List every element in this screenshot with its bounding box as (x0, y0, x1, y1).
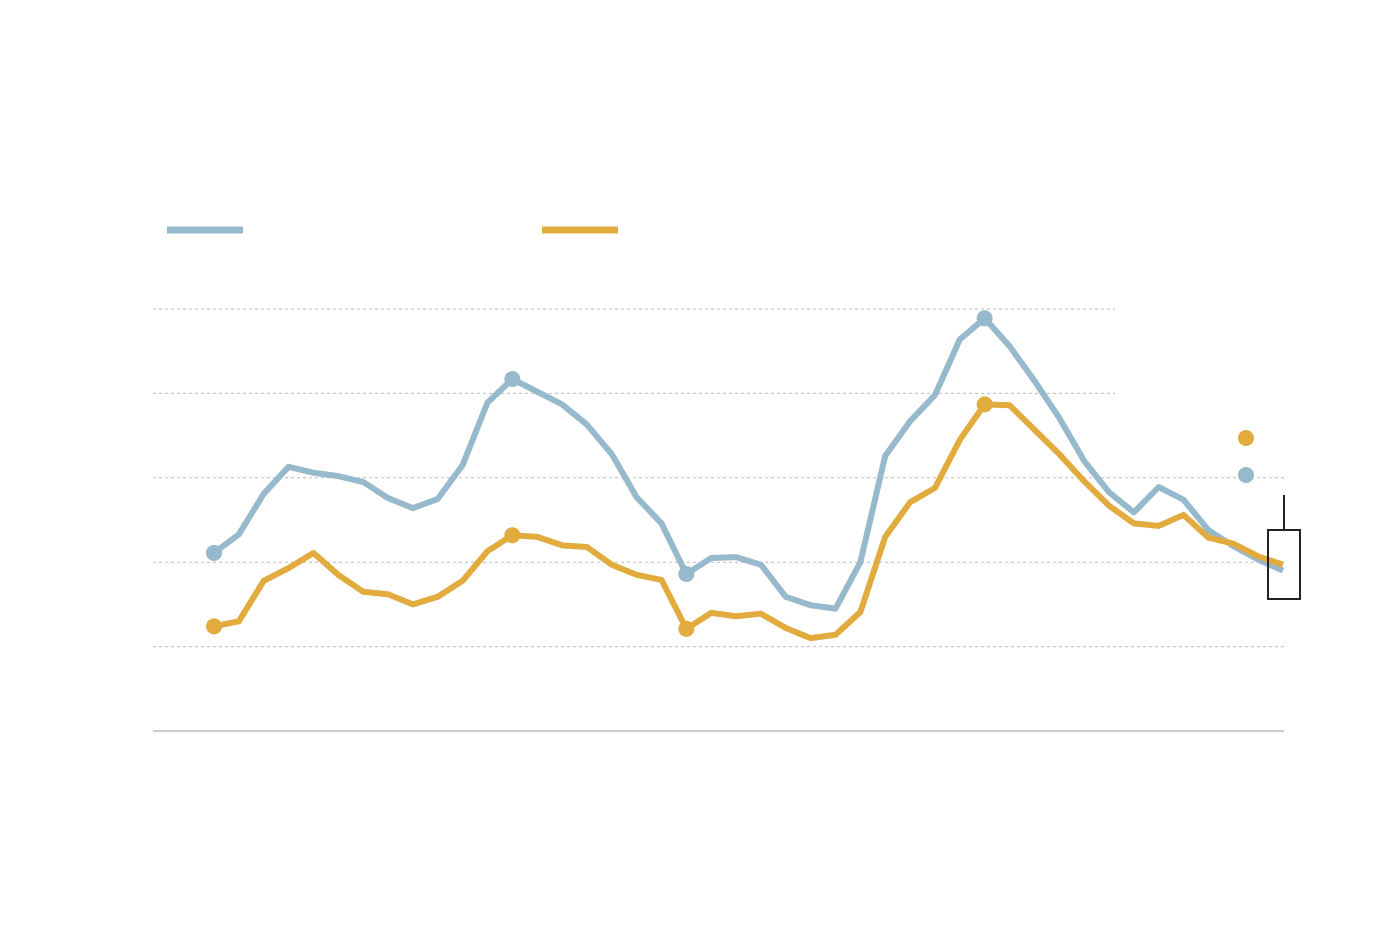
highlight-point (678, 566, 695, 583)
highlight-point (206, 618, 222, 635)
highlight-point (976, 310, 993, 327)
highlight-point (206, 544, 222, 561)
annotation-box (1267, 529, 1301, 600)
highlight-point (976, 396, 993, 413)
highlight-point (504, 527, 521, 544)
highlight-point (678, 620, 695, 637)
highlight-point (504, 371, 521, 388)
series-line (213, 401, 1284, 642)
series-line (212, 315, 1285, 612)
legend-dot (1238, 467, 1254, 483)
legend-dot (1238, 430, 1254, 446)
